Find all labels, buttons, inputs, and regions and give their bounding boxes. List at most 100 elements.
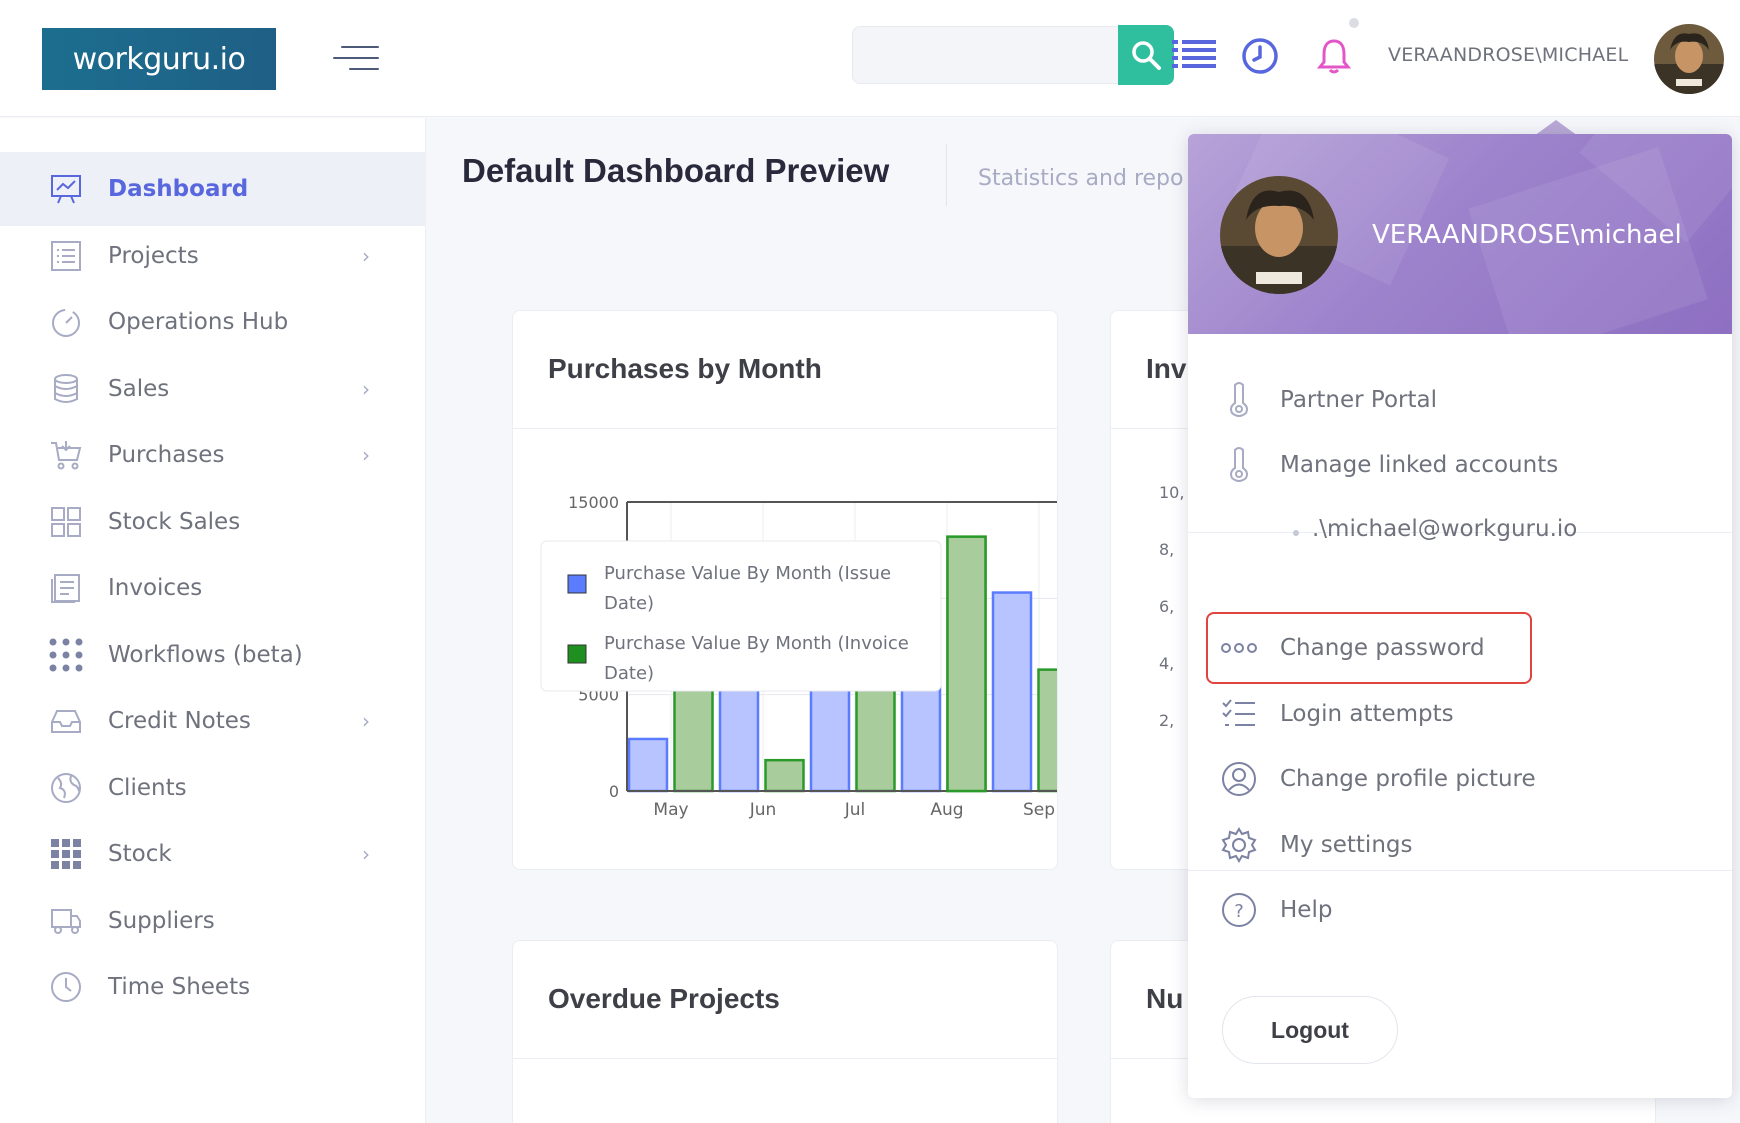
workguru-logo[interactable]: workguru.io <box>42 28 276 90</box>
chevron-right-icon: › <box>362 842 370 866</box>
menu-item-label: Change profile picture <box>1280 766 1536 792</box>
sidebar-item-label: Time Sheets <box>108 974 251 1000</box>
axis-tick-label: 8, <box>1159 540 1175 559</box>
chart-bar <box>627 737 669 793</box>
search-icon <box>1132 41 1161 70</box>
clock-icon <box>48 969 84 1005</box>
chart-bar <box>1037 668 1057 793</box>
axis-tick-label: 4, <box>1159 654 1175 673</box>
sidebar-item-label: Operations Hub <box>108 309 289 335</box>
user-menu-name[interactable]: VERAANDROSE\MICHAEL <box>1388 44 1629 66</box>
truck-icon <box>48 903 84 939</box>
dropdown-arrow <box>1534 120 1578 136</box>
logout-button[interactable]: Logout <box>1222 996 1398 1064</box>
sidebar-item-label: Suppliers <box>108 907 215 934</box>
sidebar-item-credit-notes[interactable]: Credit Notes › <box>0 684 426 758</box>
menu-item-label: Help <box>1280 897 1333 923</box>
search-input[interactable] <box>863 37 1113 73</box>
x-tick-label: Sep <box>1023 800 1055 820</box>
menu-item-change-password[interactable]: Change password <box>1188 618 1732 678</box>
page-subtitle: Statistics and repo <box>978 166 1184 191</box>
help-circle-icon: ? <box>1220 891 1258 929</box>
chart-bar <box>991 591 1033 793</box>
overdue-projects-card: Overdue Projects <box>512 940 1058 1123</box>
sidebar-item-invoices[interactable]: Invoices <box>0 551 426 625</box>
dropdown-avatar <box>1220 176 1338 294</box>
sidebar-item-label: Stock <box>108 841 172 867</box>
legend-label: Date) <box>604 593 654 614</box>
axis-tick-label: 6, <box>1159 597 1175 616</box>
legend-label: Purchase Value By Month (Issue <box>604 563 891 584</box>
card-title: Nu <box>1146 983 1184 1014</box>
globe-icon <box>48 770 84 806</box>
user-avatar[interactable] <box>1654 24 1724 94</box>
sidebar-item-time-sheets[interactable]: Time Sheets <box>0 950 426 1024</box>
legend-label: Date) <box>604 663 654 684</box>
sidebar-item-dashboard[interactable]: Dashboard <box>0 152 426 226</box>
y-tick-label: 0 <box>609 782 619 801</box>
axis-tick-label: 2, <box>1159 711 1175 730</box>
x-tick-label: May <box>653 800 688 820</box>
dots-grid-icon <box>48 637 84 673</box>
password-dots-icon <box>1220 629 1258 667</box>
top-header: workguru.io <box>0 0 1740 117</box>
sidebar-item-label: Credit Notes <box>108 708 251 734</box>
menu-item-partner-portal[interactable]: Partner Portal <box>1188 370 1732 430</box>
menu-item-label: Manage linked accounts <box>1280 452 1559 478</box>
user-dropdown: VERAANDROSE\michael <box>1188 134 1732 1098</box>
purchases-by-month-card: Purchases by Month 15000 5000 0 May Jun Jul Au… <box>512 310 1058 870</box>
menu-item-change-profile-picture[interactable]: Change profile picture <box>1188 749 1732 809</box>
sidebar-item-label: Clients <box>108 774 187 801</box>
sidebar-item-clients[interactable]: Clients <box>0 751 426 825</box>
sidebar-item-operations-hub[interactable]: Operations Hub <box>0 285 426 359</box>
bell-icon <box>1316 39 1352 74</box>
quick-actions-button[interactable] <box>1172 34 1216 78</box>
linked-account-link[interactable]: .\michael@workguru.io <box>1312 516 1578 542</box>
clock-icon <box>1242 38 1278 74</box>
y-tick-label: 15000 <box>568 493 619 512</box>
grid-icon <box>48 504 84 540</box>
card-title: Overdue Projects <box>548 983 780 1014</box>
x-tick-label: Jun <box>749 800 777 820</box>
menu-item-label: Change password <box>1280 635 1485 661</box>
cart-icon <box>48 437 84 473</box>
menu-item-help[interactable]: ? Help <box>1188 880 1732 940</box>
sidebar-item-label: Purchases <box>108 442 225 468</box>
dropdown-header: VERAANDROSE\michael <box>1188 134 1732 361</box>
sidebar-item-label: Invoices <box>108 575 203 601</box>
sidebar-item-workflows-beta[interactable]: Workflows (beta) <box>0 618 426 692</box>
chart-legend <box>540 540 942 692</box>
chart-bar <box>764 758 805 793</box>
sidebar-item-label: Stock Sales <box>108 508 241 535</box>
sidebar-item-projects[interactable]: Projects › <box>0 219 426 293</box>
page-title: Default Dashboard Preview <box>462 152 890 189</box>
timer-button[interactable] <box>1238 34 1282 78</box>
search-button[interactable] <box>1118 25 1174 85</box>
menu-item-label: Login attempts <box>1280 700 1454 727</box>
card-header: Purchases by Month <box>513 311 1057 429</box>
notifications-button[interactable] <box>1312 34 1356 78</box>
bullet-icon <box>1293 530 1299 536</box>
sidebar-item-label: Workflows (beta) <box>108 641 303 668</box>
sidebar: Dashboard Projects › Operations Hub Sales… <box>0 118 426 1123</box>
inbox-icon <box>48 703 84 739</box>
menu-toggle-icon[interactable] <box>333 44 379 74</box>
sidebar-item-purchases[interactable]: Purchases › <box>0 418 426 492</box>
legend-swatch <box>567 644 587 664</box>
chevron-right-icon: › <box>362 709 370 733</box>
card-header: Overdue Projects <box>513 941 1057 1059</box>
sidebar-item-stock-sales[interactable]: Stock Sales <box>0 485 426 559</box>
chart-board-icon <box>48 171 84 207</box>
menu-item-manage-linked-accounts[interactable]: Manage linked accounts <box>1188 435 1732 495</box>
x-tick-label: Jul <box>844 800 866 820</box>
coins-icon <box>48 371 84 407</box>
chevron-right-icon: › <box>362 376 370 401</box>
menu-item-login-attempts[interactable]: Login attempts <box>1188 684 1732 744</box>
blocks-icon <box>48 836 84 872</box>
axis-tick-label: 10, <box>1159 483 1185 502</box>
sidebar-item-stock[interactable]: Stock › <box>0 817 426 891</box>
sidebar-item-suppliers[interactable]: Suppliers <box>0 884 426 958</box>
sidebar-item-sales[interactable]: Sales › <box>0 352 426 426</box>
invoice-icon <box>48 570 84 606</box>
menu-item-my-settings[interactable]: My settings <box>1188 815 1732 875</box>
